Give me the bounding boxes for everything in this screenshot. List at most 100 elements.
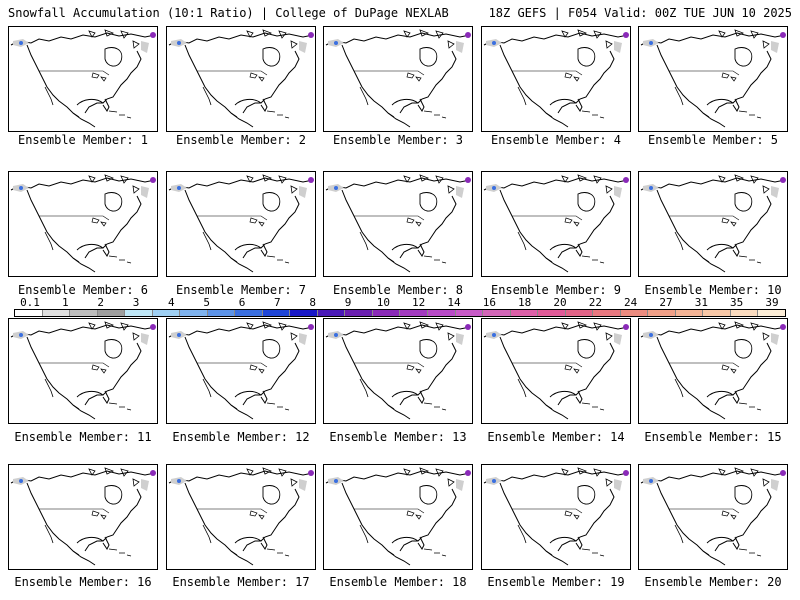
north-america-map <box>325 467 471 566</box>
snow-purple-spot <box>150 177 156 183</box>
east-coast <box>557 342 615 406</box>
colorbar-tick-label: 14 <box>447 296 461 309</box>
hudson-bay <box>734 485 753 505</box>
caribbean-islands <box>581 402 605 411</box>
us-canada-border <box>39 362 110 368</box>
florida <box>260 243 268 257</box>
labrador-snow <box>141 186 149 198</box>
ensemble-member-label: Ensemble Member: 18 <box>329 575 467 589</box>
labrador-snow <box>614 479 622 491</box>
arctic-islands <box>88 174 140 194</box>
gulf-of-mexico <box>549 98 577 106</box>
labrador-snow <box>456 186 464 198</box>
labrador-snow <box>456 41 464 53</box>
colorbar-tick-label: 18 <box>518 296 532 309</box>
colorbar-segment <box>262 310 291 316</box>
colorbar-tick-label: 1 <box>62 296 69 309</box>
ensemble-member-label: Ensemble Member: 2 <box>175 133 307 147</box>
labrador-snow <box>614 186 622 198</box>
gulf-of-mexico <box>234 390 262 398</box>
coastline <box>640 470 786 484</box>
east-coast <box>84 342 142 406</box>
labrador-snow <box>299 333 307 345</box>
colorbar-segment <box>372 310 401 316</box>
colorbar-tick-label: 7 <box>274 296 281 309</box>
arctic-islands <box>561 29 613 49</box>
colorbar-tick-label: 9 <box>344 296 352 309</box>
arctic-islands <box>718 321 770 341</box>
us-canada-border <box>354 215 425 221</box>
coastline <box>483 32 629 46</box>
coastline <box>325 177 471 191</box>
florida <box>575 536 583 550</box>
hudson-bay <box>262 339 281 359</box>
great-lakes <box>564 510 580 520</box>
great-lakes <box>249 510 265 520</box>
baja <box>44 86 54 106</box>
baja <box>202 524 212 544</box>
labrador-snow <box>771 479 779 491</box>
gulf-of-mexico <box>76 390 104 398</box>
florida <box>102 390 110 404</box>
north-america-map <box>168 29 314 128</box>
labrador-snow <box>141 479 149 491</box>
snow-blue-spot <box>19 41 23 45</box>
colorbar-segment <box>427 310 456 316</box>
us-canada-border <box>197 362 268 368</box>
arctic-islands <box>246 321 298 341</box>
colorbar-tick-label: 39 <box>765 296 779 309</box>
snow-purple-spot <box>308 177 314 183</box>
colorbar-tick-label: 16 <box>482 296 496 309</box>
central-america <box>702 112 726 128</box>
colorbar-tick-label: 6 <box>238 296 246 309</box>
hudson-bay <box>262 47 281 67</box>
gulf-of-mexico <box>76 243 104 251</box>
north-america-map <box>640 29 786 128</box>
central-america <box>545 257 569 273</box>
us-canada-border <box>39 215 110 221</box>
us-canada-border <box>669 70 740 76</box>
baja <box>44 524 54 544</box>
great-lakes <box>564 364 580 374</box>
north-america-map <box>640 321 786 420</box>
west-coast <box>341 336 395 410</box>
caribbean-islands <box>581 255 605 264</box>
snow-blue-spot <box>19 479 23 483</box>
gulf-of-mexico <box>706 98 734 106</box>
colorbar-segment <box>565 310 594 316</box>
florida <box>575 243 583 257</box>
arctic-islands <box>403 174 455 194</box>
florida <box>260 98 268 112</box>
map-title: Snowfall Accumulation (10:1 Ratio) | Col… <box>8 6 449 20</box>
florida <box>260 390 268 404</box>
map-panel <box>481 318 631 424</box>
north-america-map <box>10 321 156 420</box>
central-america <box>545 112 569 128</box>
colorbar-segment <box>345 310 373 316</box>
great-lakes <box>91 217 107 227</box>
central-america <box>72 112 96 128</box>
ensemble-member-label: Ensemble Member: 6 <box>17 283 149 297</box>
east-coast <box>399 195 457 259</box>
colorbar-tick-label: 35 <box>730 296 744 309</box>
labrador-snow <box>771 41 779 53</box>
us-canada-border <box>669 508 740 514</box>
colorbar-tick-label: 0.1 <box>20 296 40 309</box>
labrador-snow <box>141 333 149 345</box>
colorbar-segment <box>620 310 649 316</box>
colorbar-segment <box>97 310 126 316</box>
west-coast <box>26 189 80 263</box>
snow-blue-spot <box>492 479 496 483</box>
north-america-map <box>325 174 471 273</box>
ensemble-member-label: Ensemble Member: 5 <box>647 133 779 147</box>
snow-purple-spot <box>465 177 471 183</box>
map-panel <box>323 171 473 277</box>
north-america-map <box>640 467 786 566</box>
us-canada-border <box>354 362 425 368</box>
ensemble-member-label: Ensemble Member: 10 <box>644 283 782 297</box>
snow-blue-spot <box>177 333 181 337</box>
north-america-map <box>483 29 629 128</box>
ensemble-member-label: Ensemble Member: 11 <box>14 430 152 444</box>
central-america <box>230 550 254 566</box>
us-canada-border <box>354 508 425 514</box>
